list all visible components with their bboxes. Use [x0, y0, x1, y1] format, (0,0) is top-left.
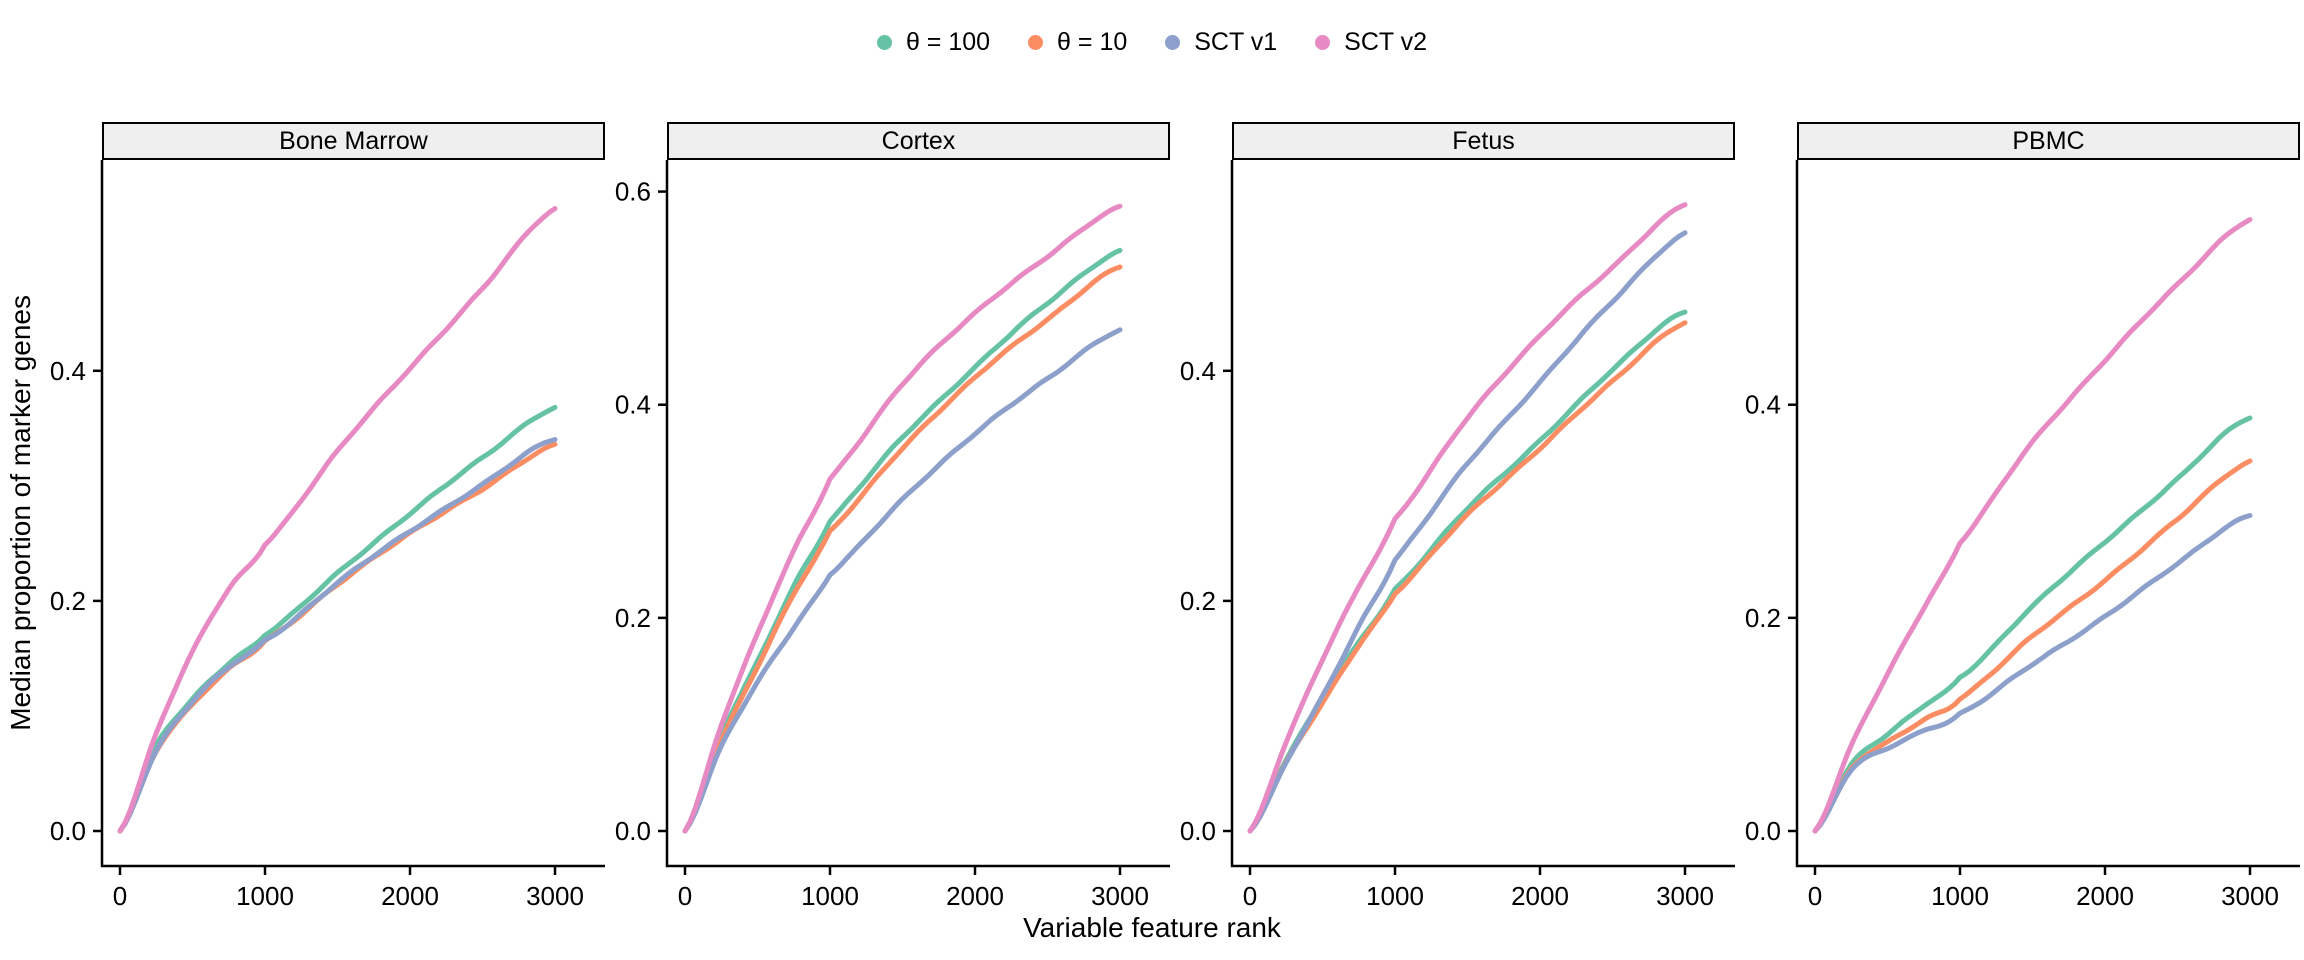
series-line-sct-v2	[682, 203, 1123, 834]
series-line--10	[1812, 458, 2253, 834]
x-tick-label: 1000	[1366, 881, 1424, 911]
y-tick-label: 0.0	[50, 816, 86, 846]
series-line--10	[117, 441, 558, 834]
x-tick-label: 3000	[1656, 881, 1714, 911]
axis-frame	[100, 160, 605, 868]
y-tick-label: 0.2	[615, 603, 651, 633]
x-tick-label: 2000	[946, 881, 1004, 911]
facet-header: Fetus	[1232, 122, 1735, 160]
series-line-sct-v1	[682, 327, 1123, 834]
facet-header: Cortex	[667, 122, 1170, 160]
series-line--10	[1247, 320, 1688, 834]
legend-dot-icon	[876, 34, 892, 50]
series-line-sct-v2	[1812, 217, 2253, 834]
facet-bone-marrow: Bone Marrow 0.0 0.2 0.4 0 1000 2000 3000	[40, 122, 605, 916]
y-tick-label: 0.2	[1745, 603, 1781, 633]
y-tick-label: 0.4	[50, 356, 86, 386]
facet-plot-cortex: 0.0 0.2 0.4 0.6 0 1000 2000 3000	[615, 160, 1170, 911]
legend-item-theta-10: θ = 10	[1028, 27, 1128, 56]
axis-frame	[1230, 160, 1735, 868]
x-tick-label: 0	[678, 881, 692, 911]
series-line--100	[1247, 309, 1688, 834]
legend-dot-icon	[1028, 34, 1044, 50]
x-tick-label: 2000	[381, 881, 439, 911]
y-tick-label: 0.0	[1180, 816, 1216, 846]
series-line--100	[117, 404, 558, 834]
series-line--10	[682, 264, 1123, 834]
y-tick-label: 0.6	[615, 177, 651, 207]
legend-label: SCT v2	[1344, 27, 1428, 56]
legend-label: θ = 100	[905, 27, 991, 56]
x-tick-label: 2000	[2076, 881, 2134, 911]
facet-pbmc: PBMC 0.0 0.2 0.4 0 1000 2000 3000	[1735, 122, 2300, 916]
series-line-sct-v1	[1247, 230, 1688, 834]
facet-cortex: Cortex 0.0 0.2 0.4 0.6 0 1000 2000 3000	[605, 122, 1170, 916]
y-tick-label: 0.0	[1745, 816, 1781, 846]
legend-item-sct-v2: SCT v2	[1315, 27, 1428, 56]
facet-header: PBMC	[1797, 122, 2300, 160]
series-line-sct-v2	[117, 206, 558, 834]
series-line-sct-v1	[117, 437, 558, 834]
y-axis-title: Median proportion of marker genes	[5, 295, 36, 731]
y-tick-label: 0.2	[50, 586, 86, 616]
legend-item-sct-v1: SCT v1	[1165, 27, 1278, 56]
x-tick-label: 3000	[1091, 881, 1149, 911]
facet-plot-pbmc: 0.0 0.2 0.4 0 1000 2000 3000	[1745, 160, 2300, 911]
y-tick-label: 0.0	[615, 816, 651, 846]
chart-area: Bone Marrow 0.0 0.2 0.4 0 1000 2000 3000 Corte…	[40, 122, 2300, 916]
facet-header: Bone Marrow	[102, 122, 605, 160]
x-tick-label: 3000	[526, 881, 584, 911]
facet-fetus: Fetus 0.0 0.2 0.4 0 1000 2000 3000	[1170, 122, 1735, 916]
series-line-sct-v1	[1812, 513, 2253, 834]
legend-dot-icon	[1315, 34, 1331, 50]
x-tick-label: 1000	[236, 881, 294, 911]
facet-plot-fetus: 0.0 0.2 0.4 0 1000 2000 3000	[1180, 160, 1735, 911]
chart-legend: θ = 100 θ = 10 SCT v1 SCT v2	[0, 26, 2304, 58]
y-tick-label: 0.4	[1745, 390, 1781, 420]
x-tick-label: 0	[113, 881, 127, 911]
y-tick-label: 0.4	[615, 390, 651, 420]
series-line--100	[1812, 415, 2253, 834]
x-tick-label: 0	[1243, 881, 1257, 911]
y-tick-label: 0.2	[1180, 586, 1216, 616]
x-tick-label: 0	[1808, 881, 1822, 911]
series-line-sct-v2	[1247, 202, 1688, 834]
y-tick-label: 0.4	[1180, 356, 1216, 386]
x-tick-label: 3000	[2221, 881, 2279, 911]
x-tick-label: 1000	[801, 881, 859, 911]
facet-plot-bone-marrow: 0.0 0.2 0.4 0 1000 2000 3000	[50, 160, 605, 911]
legend-label: SCT v1	[1194, 27, 1278, 56]
legend-dot-icon	[1165, 34, 1181, 50]
axis-frame	[1795, 160, 2300, 868]
legend-label: θ = 10	[1057, 27, 1128, 56]
legend-item-theta-100: θ = 100	[876, 27, 991, 56]
series-line--100	[682, 247, 1123, 834]
x-axis-title: Variable feature rank	[1023, 912, 1281, 943]
x-tick-label: 2000	[1511, 881, 1569, 911]
axis-frame	[665, 160, 1170, 868]
x-tick-label: 1000	[1931, 881, 1989, 911]
